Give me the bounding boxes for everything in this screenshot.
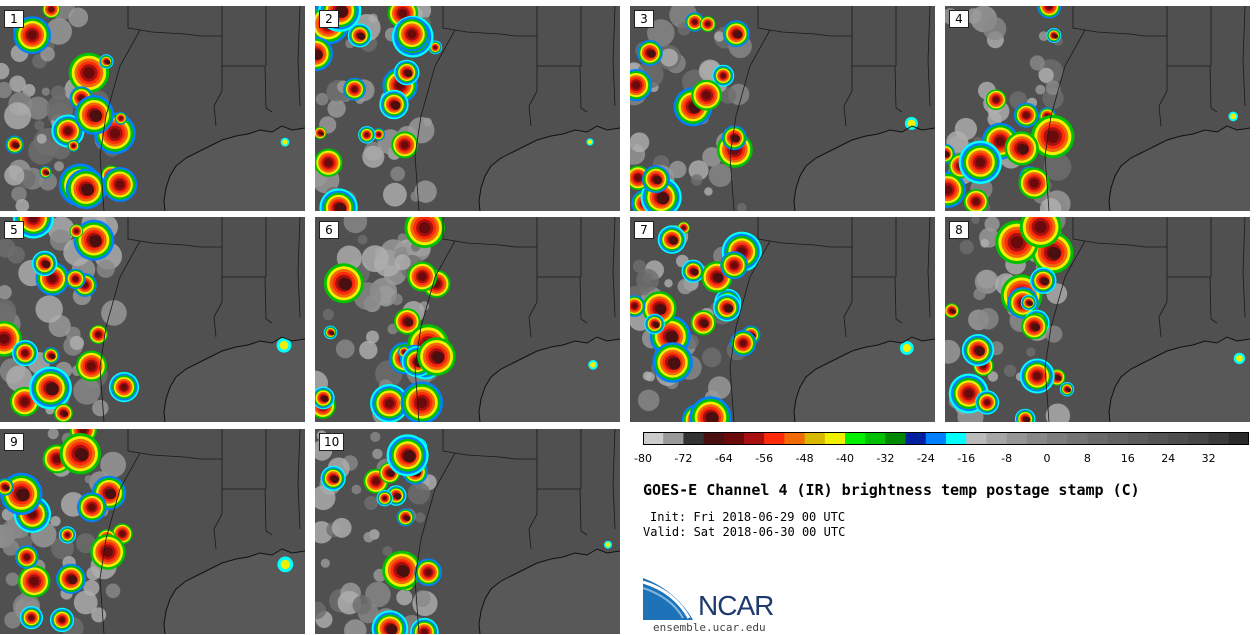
colorbar-segment bbox=[1168, 432, 1189, 445]
colorbar-segment bbox=[723, 432, 745, 445]
map-panel-1: 1 bbox=[0, 6, 305, 211]
map-panel-4: 4 bbox=[945, 6, 1250, 211]
map-panel-2: 2 bbox=[315, 6, 620, 211]
colorbar-tick-label: -72 bbox=[674, 452, 693, 465]
map-panel-9: 9 bbox=[0, 429, 305, 634]
colorbar-segment bbox=[966, 432, 987, 445]
map-panel-10: 10 bbox=[315, 429, 620, 634]
colorbar-segment bbox=[1107, 432, 1129, 445]
colorbar-segment bbox=[1228, 432, 1249, 445]
map-panel-8: 8 bbox=[945, 217, 1250, 422]
colorbar-segment bbox=[845, 432, 866, 445]
panel-label: 2 bbox=[319, 10, 339, 28]
colorbar-tick-label: -48 bbox=[795, 452, 814, 465]
colorbar-segment bbox=[824, 432, 846, 445]
map-panel-6: 6 bbox=[315, 217, 620, 422]
colorbar-segment bbox=[663, 432, 684, 445]
colorbar-tick-label: -16 bbox=[957, 452, 976, 465]
figure-title: GOES-E Channel 4 (IR) brightness temp po… bbox=[643, 481, 1140, 499]
colorbar-tick-label: -56 bbox=[755, 452, 774, 465]
colorbar bbox=[643, 432, 1249, 445]
colorbar-segment bbox=[1047, 432, 1068, 445]
map-panel-3: 3 bbox=[630, 6, 935, 211]
colorbar-tick-label: 24 bbox=[1161, 452, 1176, 465]
init-time: Init: Fri 2018-06-29 00 UTC bbox=[650, 510, 846, 524]
panel-label: 7 bbox=[634, 221, 654, 239]
panel-label: 5 bbox=[4, 221, 24, 239]
valid-time: Valid: Sat 2018-06-30 00 UTC bbox=[643, 525, 846, 539]
colorbar-segment bbox=[1127, 432, 1149, 445]
colorbar-segment bbox=[946, 432, 967, 445]
colorbar-segment bbox=[1026, 432, 1048, 445]
panel-label: 10 bbox=[319, 433, 345, 451]
colorbar-segment bbox=[865, 432, 886, 445]
colorbar-tick-label: -80 bbox=[634, 452, 652, 465]
colorbar-tick-label: 32 bbox=[1201, 452, 1216, 465]
colorbar-segment bbox=[1087, 432, 1108, 445]
panel-label: 4 bbox=[949, 10, 969, 28]
colorbar-segment bbox=[905, 432, 927, 445]
colorbar-tick-label: -40 bbox=[836, 452, 854, 465]
colorbar-segment bbox=[683, 432, 704, 445]
colorbar-segment bbox=[1148, 432, 1169, 445]
panel-label: 1 bbox=[4, 10, 24, 28]
colorbar-segment bbox=[703, 432, 725, 445]
panel-label: 6 bbox=[319, 221, 339, 239]
colorbar-segment bbox=[1006, 432, 1028, 445]
website-url: ensemble.ucar.edu bbox=[653, 621, 766, 634]
colorbar-segment bbox=[1208, 432, 1230, 445]
colorbar-segment bbox=[986, 432, 1007, 445]
colorbar-tick-label: 16 bbox=[1120, 452, 1135, 465]
colorbar-tick-label: -24 bbox=[916, 452, 935, 465]
colorbar-tick-label: 8 bbox=[1083, 452, 1091, 465]
colorbar-tick-label: -64 bbox=[714, 452, 733, 465]
colorbar-segment bbox=[643, 432, 664, 445]
panel-label: 3 bbox=[634, 10, 654, 28]
colorbar-segment bbox=[784, 432, 805, 445]
colorbar-segment bbox=[925, 432, 947, 445]
ncar-logo-text: NCAR bbox=[698, 590, 774, 621]
ncar-logo-icon bbox=[643, 578, 693, 620]
panel-label: 8 bbox=[949, 221, 969, 239]
colorbar-segment bbox=[744, 432, 765, 445]
panel-label: 9 bbox=[4, 433, 24, 451]
colorbar-tick-label: 0 bbox=[1043, 452, 1051, 465]
colorbar-tick-label: -8 bbox=[1001, 452, 1013, 465]
map-panel-5: 5 bbox=[0, 217, 305, 422]
colorbar-segment bbox=[885, 432, 906, 445]
map-panel-7: 7 bbox=[630, 217, 935, 422]
colorbar-segment bbox=[1067, 432, 1088, 445]
colorbar-segment bbox=[1188, 432, 1209, 445]
colorbar-tick-label: -32 bbox=[876, 452, 895, 465]
colorbar-segment bbox=[764, 432, 785, 445]
colorbar-segment bbox=[804, 432, 826, 445]
colorbar-ticks: -80 -72 -64 -56 -48 -40 -32 -24 -16 -8 0 8 16 24 32 bbox=[632, 452, 1260, 468]
